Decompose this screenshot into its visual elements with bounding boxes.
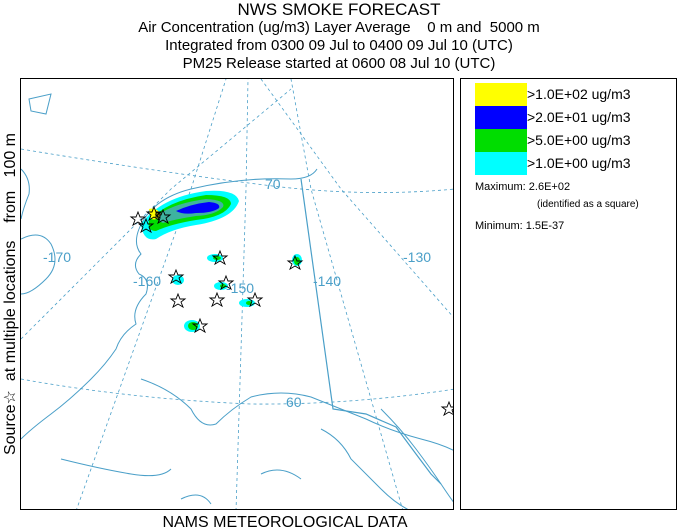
legend-swatch-yellow [475,83,527,106]
legend-label-cyan: >1.0E+00 ug/m3 [527,155,631,171]
met-data-footer: NAMS METEOROLOGICAL DATA [162,514,408,531]
longitude-grid [21,79,453,509]
coastline [21,93,453,509]
forecast-subtitle-release: PM25 Release started at 0600 08 Jul 10 (… [182,55,496,72]
lat-label-70: 70 [265,176,281,192]
legend-maximum: Maximum: 2.6E+02 [475,181,571,193]
lon-label-150: -150 [226,280,254,296]
lon-label-170: -170 [43,249,71,265]
legend-item-cyan: >1.0E+00 ug/m3 [475,152,670,175]
source-markers [129,205,453,417]
legend-panel: >1.0E+02 ug/m3 >2.0E+01 ug/m3 >5.0E+00 u… [460,78,677,510]
lon-label-130: -130 [403,249,431,265]
maximum-square-marker [155,212,161,218]
legend-item-yellow: >1.0E+02 ug/m3 [475,83,670,106]
legend-label-green: >5.0E+00 ug/m3 [527,132,631,148]
lon-label-160: -160 [133,273,161,289]
source-side-label: Source☆ at multiple locations from 100 m [2,132,19,456]
smoke-map: -170 -160 -150 -140 -130 70 60 [20,78,454,510]
forecast-subtitle-period: Integrated from 0300 09 Jul to 0400 09 J… [165,37,513,54]
forecast-subtitle-layer: Air Concentration (ug/m3) Layer Average … [138,19,540,36]
lat-label-60: 60 [286,394,302,410]
lon-label-140: -140 [313,273,341,289]
us-canada-border [300,178,442,485]
map-canvas: -170 -160 -150 -140 -130 70 60 [21,79,453,509]
smoke-plume-main [141,190,239,240]
forecast-title: NWS SMOKE FORECAST [237,0,441,19]
legend-item-green: >5.0E+00 ug/m3 [475,129,670,152]
legend-label-blue: >2.0E+01 ug/m3 [527,109,631,125]
latitude-grid [21,148,453,405]
legend-maximum-note: (identified as a square) [537,199,639,210]
legend-swatch-green [475,129,527,152]
legend-label-yellow: >1.0E+02 ug/m3 [527,86,631,102]
legend-minimum: Minimum: 1.5E-37 [475,220,565,232]
legend-swatch-blue [475,106,527,129]
legend-swatch-cyan [475,152,527,175]
legend-item-blue: >2.0E+01 ug/m3 [475,106,670,129]
